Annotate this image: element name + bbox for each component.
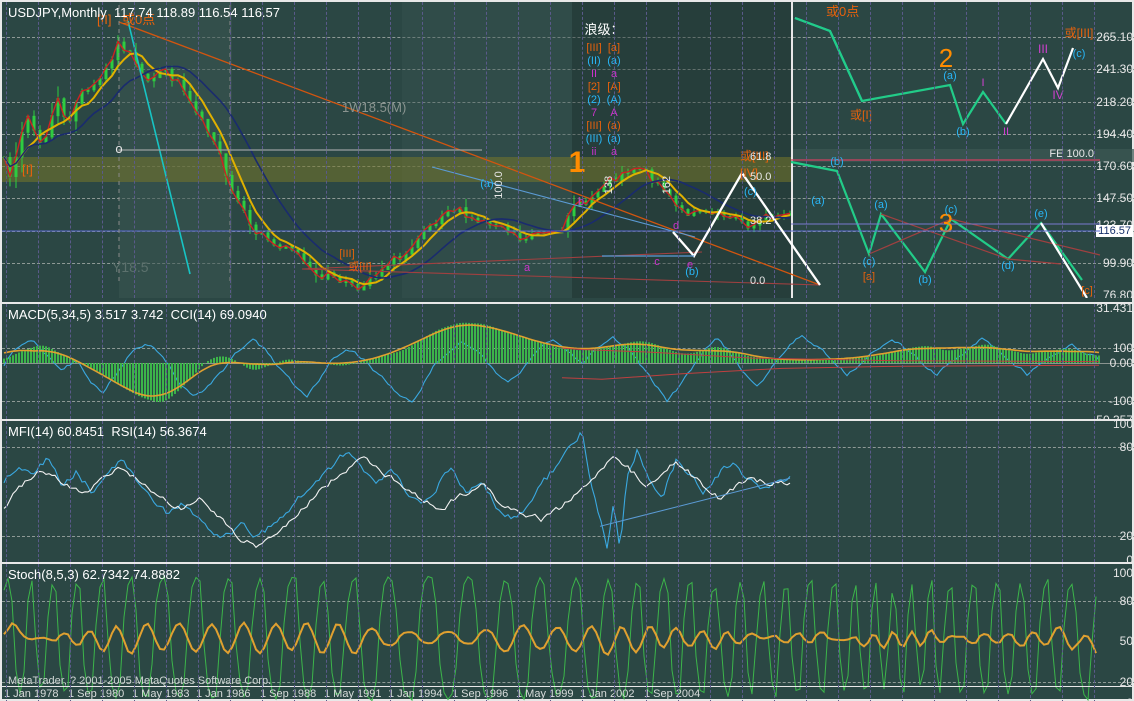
svg-text:o: o (115, 141, 122, 156)
svg-text:61.8: 61.8 (750, 151, 771, 163)
svg-text:(b): (b) (685, 266, 698, 278)
svg-text:(c): (c) (744, 186, 757, 198)
svg-text:Y18.5: Y18.5 (112, 259, 149, 275)
svg-text:c: c (654, 256, 660, 268)
svg-text:[III]: [III] (586, 120, 601, 132)
svg-text:0.0: 0.0 (750, 275, 765, 287)
svg-text:162: 162 (661, 176, 673, 194)
svg-text:[2]: [2] (588, 81, 600, 93)
svg-text:38.2: 38.2 (750, 215, 771, 227)
svg-text:(II): (II) (587, 55, 600, 67)
svg-text:50.0: 50.0 (750, 171, 771, 183)
svg-text:ii: ii (592, 146, 597, 158)
svg-text:[III]: [III] (586, 42, 601, 54)
svg-text:(2): (2) (587, 94, 600, 106)
svg-text:或[II]: 或[II] (348, 260, 371, 273)
svg-text:7: 7 (591, 107, 597, 119)
svg-text:II: II (591, 68, 597, 80)
svg-text:[III]: [III] (339, 248, 354, 260)
svg-text:b: b (578, 196, 584, 208)
svg-text:(III): (III) (586, 133, 603, 145)
svg-text:(a): (a) (480, 178, 493, 190)
svg-text:[I]: [I] (22, 162, 33, 177)
svg-text:浪级：: 浪级： (584, 22, 623, 37)
svg-text:1W18.5(M): 1W18.5(M) (342, 100, 406, 115)
svg-text:100.0: 100.0 (493, 171, 505, 199)
svg-text:a: a (524, 262, 531, 274)
